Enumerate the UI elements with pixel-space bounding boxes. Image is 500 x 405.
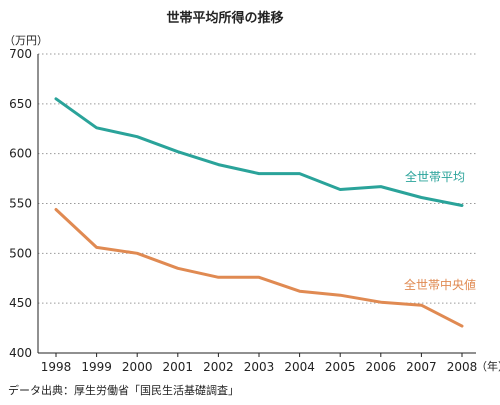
- source-note: データ出典：厚生労働省「国民生活基礎調査」: [8, 383, 239, 397]
- x-tick-label: 2006: [366, 360, 397, 374]
- x-tick-label: 2002: [203, 360, 234, 374]
- y-tick-label: 550: [9, 197, 32, 211]
- y-tick-label: 400: [9, 346, 32, 360]
- axes: [37, 54, 476, 354]
- chart-title: 世帯平均所得の推移: [166, 10, 283, 26]
- y-tick-label: 600: [9, 147, 32, 161]
- y-axis-ticks: 400 450 500 550 600 650 700: [9, 47, 32, 360]
- x-tick-label: 1998: [41, 360, 72, 374]
- x-axis-ticks: 1998 1999 2000 2001 2002 2003 2004 2005 2006 2007…: [41, 353, 478, 374]
- x-tick-label: 1999: [81, 360, 112, 374]
- x-tick-label: 2008: [447, 360, 478, 374]
- x-tick-label: 2004: [284, 360, 315, 374]
- y-tick-label: 650: [9, 97, 32, 111]
- series-label-0: 全世帯平均: [405, 169, 465, 184]
- x-axis-unit: （年）: [476, 359, 500, 373]
- series-label-1: 全世帯中央値: [404, 277, 476, 292]
- series-lines: [54, 97, 464, 328]
- x-tick-label: 2001: [163, 360, 194, 374]
- y-tick-label: 700: [9, 47, 32, 61]
- x-tick-label: 2000: [122, 360, 153, 374]
- y-tick-label: 500: [9, 246, 32, 260]
- x-tick-label: 2007: [406, 360, 437, 374]
- series-line-1: [54, 208, 464, 328]
- y-tick-label: 450: [9, 296, 32, 310]
- series-line-0: [54, 97, 464, 207]
- x-tick-label: 2005: [325, 360, 356, 374]
- x-tick-label: 2003: [244, 360, 275, 374]
- y-axis-unit: （万円）: [4, 34, 48, 47]
